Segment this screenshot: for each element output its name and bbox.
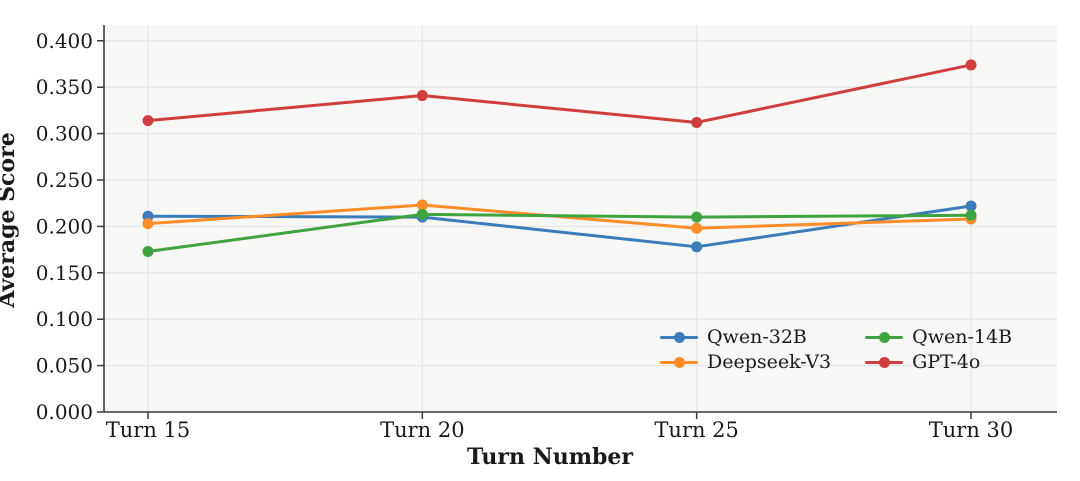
y-axis-title: Average Score [0,132,20,308]
x-axis-title: Turn Number [467,444,633,470]
legend-label: Deepseek-V3 [707,351,832,373]
data-point-Qwen-32B [965,200,977,212]
y-tick-label: 0.100 [36,307,93,331]
legend-marker-icon [660,326,698,348]
legend-marker-icon [865,326,904,348]
data-point-Qwen-14B [965,209,977,221]
legend-item-GPT-4o: GPT-4o [865,351,1012,373]
data-point-Qwen-14B [416,208,428,220]
series-line-GPT-4o [146,63,973,124]
y-tick-label: 0.400 [36,29,93,53]
y-tick-label: 0.000 [36,400,93,424]
y-tick-label: 0.300 [36,122,93,146]
x-tick-label: Turn 30 [929,418,1014,442]
legend-item-Qwen-14B: Qwen-14B [865,326,1012,348]
legend-marker-icon [660,351,698,373]
y-tick-label: 0.200 [36,214,93,238]
legend-column: Qwen-32B Deepseek-V3 [660,326,831,373]
legend-item-Deepseek-V3: Deepseek-V3 [660,351,831,373]
legend-marker-icon [865,351,904,373]
legend-column: Qwen-14B GPT-4o [865,326,1012,373]
x-tick-label: Turn 25 [654,418,739,442]
legend-item-Qwen-32B: Qwen-32B [660,326,831,348]
data-point-Deepseek-V3 [416,199,428,211]
data-point-Deepseek-V3 [691,222,703,234]
y-tick-label: 0.150 [36,261,93,285]
series-line-Qwen-32B [146,204,973,249]
data-point-Qwen-32B [691,241,703,253]
data-point-GPT-4o [416,90,428,102]
chart-legend: Qwen-32B Deepseek-V3 Qwen-14B GPT-4o [660,326,1012,373]
x-tick-label: Turn 15 [106,418,191,442]
data-point-Qwen-14B [691,211,703,223]
data-point-Deepseek-V3 [142,218,154,230]
y-tick-label: 0.350 [36,75,93,99]
data-point-GPT-4o [691,116,703,128]
data-point-GPT-4o [965,59,977,71]
y-tick-label: 0.050 [36,354,93,378]
x-tick-label: Turn 20 [380,418,465,442]
data-point-Qwen-14B [142,245,154,257]
series-line-Qwen-14B [146,212,973,253]
legend-label: Qwen-32B [707,326,807,348]
data-point-GPT-4o [142,115,154,127]
legend-label: GPT-4o [912,351,981,373]
legend-label: Qwen-14B [912,326,1013,348]
y-tick-label: 0.250 [36,168,93,192]
